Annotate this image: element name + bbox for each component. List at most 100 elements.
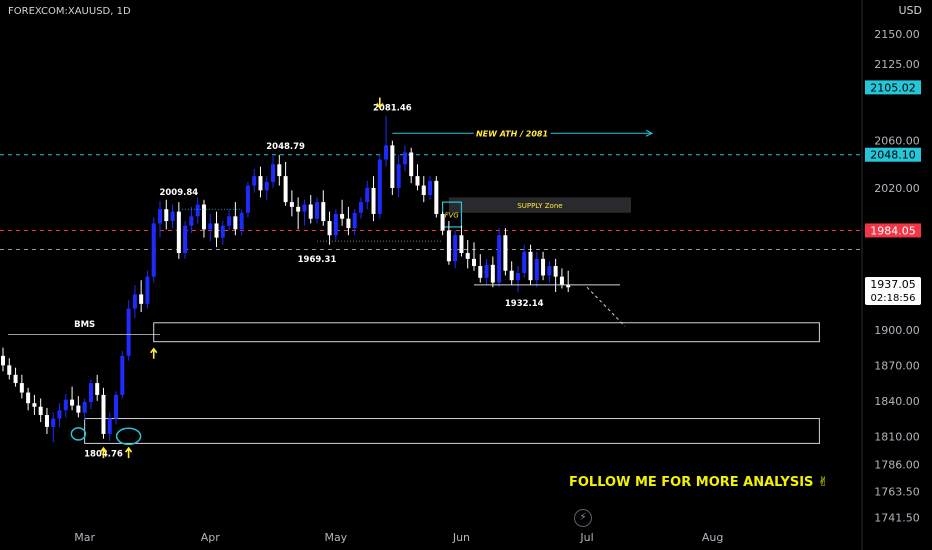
candle-body: [289, 202, 294, 207]
candle-body: [421, 185, 426, 196]
low-circle-1: [115, 427, 142, 446]
candle-body: [114, 394, 119, 419]
candle-body: [126, 308, 131, 356]
candle-body: [497, 235, 502, 283]
y-tick: 1870.00: [874, 359, 920, 372]
candle-body: [208, 223, 213, 230]
candle-body: [547, 265, 552, 276]
candle-body: [38, 406, 43, 416]
candle-body: [478, 265, 483, 278]
candle-body: [51, 418, 56, 427]
candle-body: [396, 164, 401, 188]
tag-1984-bg: [865, 223, 921, 238]
candle-body: [333, 213, 338, 236]
projection-path: [586, 286, 626, 327]
lightning-icon[interactable]: ⚡: [574, 509, 592, 527]
y-tick: 1763.50: [874, 485, 920, 498]
candle-body: [440, 213, 445, 231]
candle-body: [446, 230, 451, 262]
candle-body: [515, 273, 520, 281]
upper-demand-zone: [153, 322, 820, 343]
candle-body: [428, 180, 433, 196]
candle-body: [176, 211, 181, 253]
x-tick: Aug: [702, 531, 723, 544]
candle-body: [239, 212, 244, 230]
candle-body: [82, 402, 87, 413]
new-ath-arrowhead: [645, 129, 654, 137]
y-tick: 2020.00: [874, 182, 920, 195]
candle-body: [151, 223, 156, 277]
y-tick: 1786.00: [874, 459, 920, 472]
candle-body: [76, 405, 81, 413]
candle-body: [101, 394, 106, 434]
candle-body: [522, 251, 527, 274]
up-arrow-2: [150, 347, 158, 359]
candle-body: [145, 276, 150, 304]
y-tick: 1741.50: [874, 511, 920, 524]
candle-body: [158, 209, 162, 224]
current-price-bg: [865, 277, 921, 306]
candle-body: [63, 399, 68, 411]
candle-body: [534, 258, 539, 281]
label-2048: 2048.79: [266, 142, 305, 152]
candle-body: [352, 212, 357, 229]
candle-body: [321, 202, 326, 222]
candle-body: [271, 164, 276, 183]
fvg-label: FVG: [445, 212, 460, 220]
up-arrow-0: [99, 446, 108, 459]
up-arrow-1: [124, 446, 133, 459]
candle-body: [44, 415, 49, 427]
candle-body: [32, 403, 37, 407]
candle-body: [189, 216, 194, 226]
lower-demand-zone: [84, 418, 820, 444]
candle-body: [107, 418, 112, 434]
symbol-title: FOREXCOM:XAUUSD, 1D: [8, 6, 131, 17]
candle-body: [120, 355, 125, 395]
x-tick: May: [324, 531, 347, 544]
candle-body: [164, 209, 169, 222]
candle-body: [377, 159, 382, 214]
candle-body: [214, 223, 219, 238]
candle-body: [566, 284, 571, 288]
candle-body: [553, 265, 558, 277]
candle-body: [245, 185, 250, 213]
candle-body: [327, 221, 332, 236]
candle-body: [365, 187, 370, 203]
candle-body: [183, 225, 188, 253]
candle-body: [358, 202, 363, 213]
label-1932: 1932.14: [505, 299, 544, 309]
candle-body: [277, 164, 282, 177]
candle-body: [308, 204, 313, 219]
candle-body: [371, 187, 376, 214]
x-tick: Apr: [201, 531, 221, 544]
candle-body: [227, 216, 232, 226]
candle-body: [13, 374, 18, 384]
candle-body: [340, 213, 345, 219]
candle-body: [19, 383, 24, 393]
tag-1984: 1984.05: [870, 224, 916, 237]
candle-body: [195, 204, 200, 217]
candle-body: [88, 383, 93, 403]
candle-body: [459, 235, 464, 253]
candle-body: [258, 176, 263, 191]
candle-body: [384, 145, 389, 160]
candle-body: [315, 202, 319, 219]
candle-body: [7, 365, 12, 375]
candle-body: [264, 182, 269, 191]
candle-body: [1, 355, 5, 366]
tag-2105: 2105.02: [870, 81, 916, 94]
new-ath-label: NEW ATH / 2081: [476, 129, 548, 138]
candle-body: [503, 235, 508, 271]
y-tick: 2125.00: [874, 58, 920, 71]
candle-body: [132, 294, 137, 309]
candle-body: [453, 235, 458, 262]
candle-body: [415, 176, 420, 186]
supply-zone: [448, 197, 631, 213]
candle-body: [296, 206, 301, 212]
y-tick: 2060.00: [874, 135, 920, 148]
label-1969: 1969.31: [298, 255, 337, 265]
currency-label: USD: [898, 4, 922, 17]
candle-body: [201, 204, 206, 230]
label-bms: BMS: [74, 320, 95, 330]
